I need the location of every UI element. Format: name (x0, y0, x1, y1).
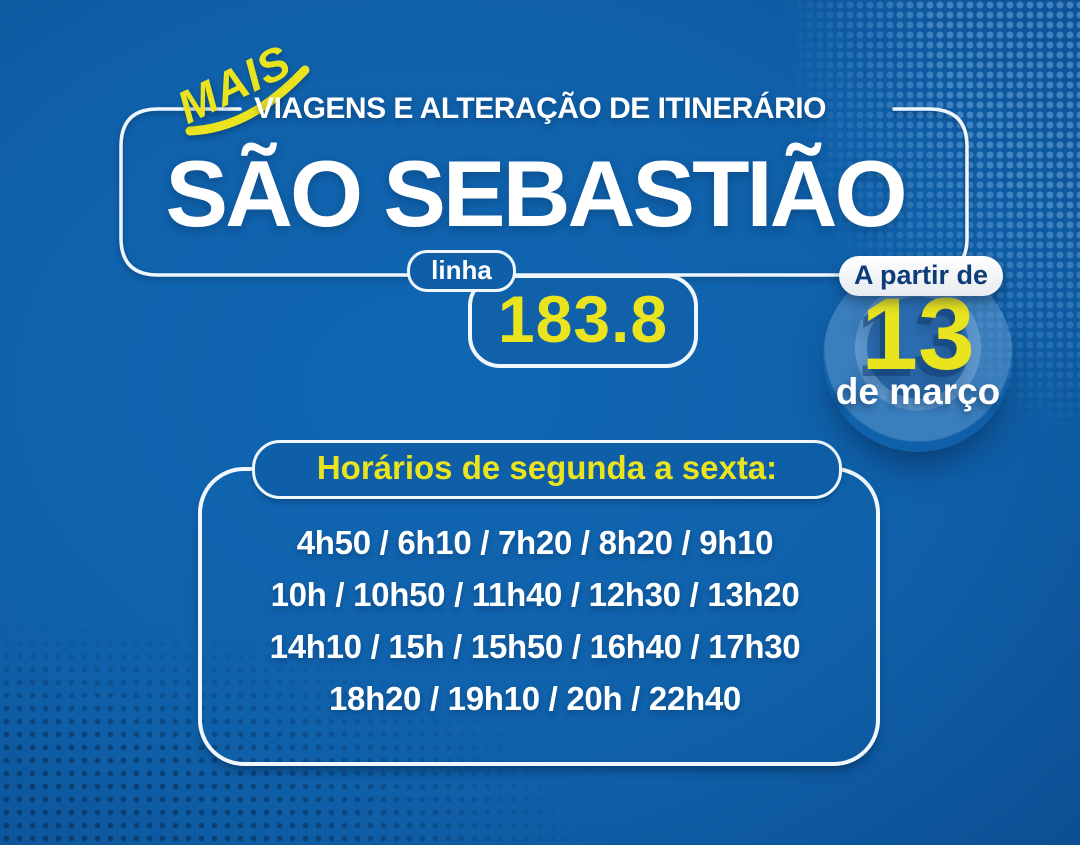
page-title: SÃO SEBASTIÃO (165, 141, 907, 246)
schedule-row: 10h / 10h50 / 11h40 / 12h30 / 13h20 (270, 576, 800, 613)
line-number-badge: 183.8 (468, 274, 698, 368)
date-prefix-pill: A partir de (839, 256, 1003, 296)
poster-subtitle: VIAGENS E ALTERAÇÃO DE ITINERÁRIO (254, 92, 826, 125)
schedule-times-list: 4h50 / 6h10 / 7h20 / 8h20 / 9h10 10h / 1… (198, 517, 872, 725)
date-day: 13 (861, 277, 975, 391)
schedule-row: 18h20 / 19h10 / 20h / 22h40 (329, 680, 741, 717)
mais-underline-swoosh (185, 65, 310, 136)
line-label-pill: linha (407, 250, 516, 292)
schedule-row: 4h50 / 6h10 / 7h20 / 8h20 / 9h10 (296, 524, 774, 561)
schedule-heading-pill: Horários de segunda a sexta: (252, 440, 842, 499)
date-month: de março (835, 371, 1001, 412)
schedule-row: 14h10 / 15h / 15h50 / 16h40 / 17h30 (269, 628, 801, 665)
